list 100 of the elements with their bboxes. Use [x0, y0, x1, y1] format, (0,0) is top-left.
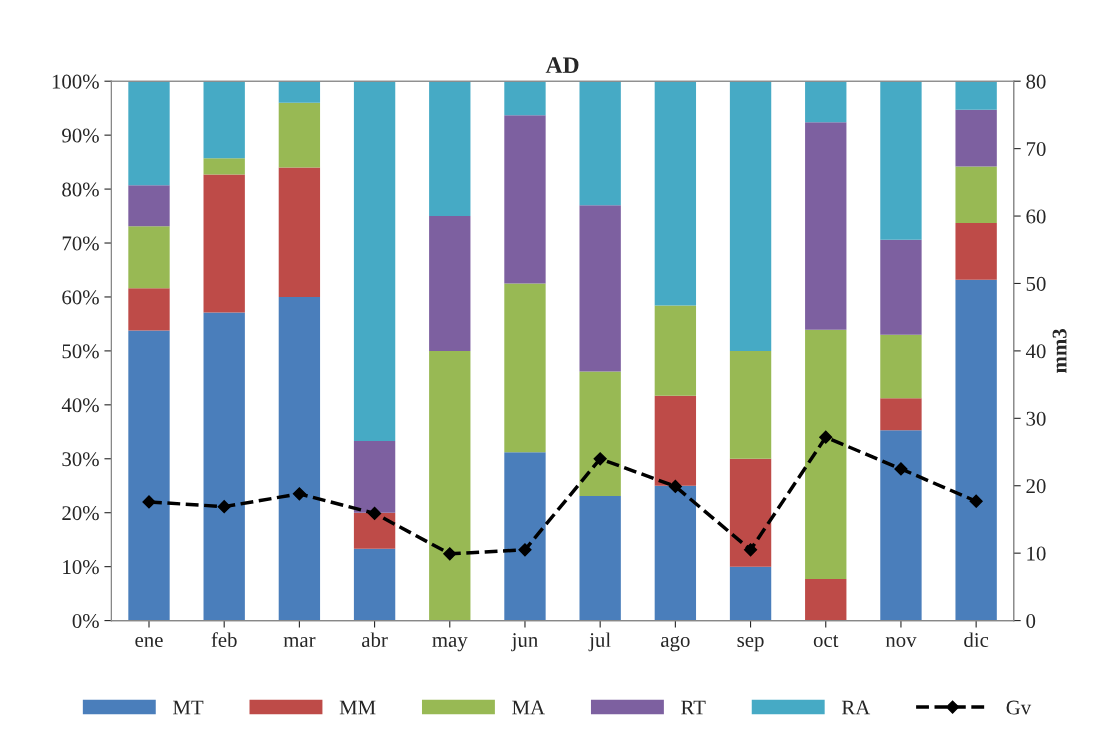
bar: [955, 166, 997, 224]
bar: [203, 158, 245, 175]
bar: [128, 288, 170, 331]
bar: [353, 548, 396, 621]
bar: [579, 205, 621, 372]
bar: [504, 283, 546, 453]
bar: [429, 216, 471, 351]
bar: [203, 174, 245, 313]
bar: [729, 566, 772, 621]
point: [894, 462, 908, 476]
y2-tick-label: 10: [1027, 546, 1046, 561]
y-tick-label: 90%: [62, 128, 99, 143]
point: [743, 543, 758, 557]
x-tick-label: feb: [211, 632, 237, 648]
point: [292, 487, 306, 501]
bar: [805, 81, 847, 123]
point: [969, 494, 983, 508]
bar: [805, 329, 847, 580]
y-tick-label: 20%: [62, 506, 99, 521]
legend-label: MA: [512, 700, 545, 715]
bar: [429, 350, 471, 621]
bar: [579, 371, 621, 496]
x-tick-label: mar: [283, 637, 316, 648]
point: [668, 479, 682, 494]
y2-tick-label: 40: [1025, 344, 1046, 359]
bar: [203, 312, 245, 621]
point: [443, 547, 457, 561]
bar: [880, 398, 922, 431]
x-tick-label: abr: [362, 632, 388, 648]
y2-tick-label: 30: [1026, 411, 1046, 426]
y-tick-label: 60%: [62, 290, 99, 305]
bar: [128, 226, 170, 289]
x-tick-label: dic: [964, 632, 989, 648]
y-tick-label: 80%: [62, 182, 99, 197]
legend-label: RA: [841, 700, 871, 715]
bar: [504, 115, 546, 284]
bar: [955, 279, 997, 621]
legend-label: MT: [173, 700, 204, 715]
bar: [278, 81, 321, 103]
point: [367, 506, 382, 520]
x-tick-label: jun: [511, 633, 538, 652]
point: [593, 452, 607, 466]
bar: [579, 495, 621, 621]
bar: [353, 512, 396, 549]
x-tick-label: ene: [135, 637, 163, 648]
y-tick-label: 70%: [62, 236, 99, 251]
bar: [955, 223, 997, 280]
bar: [429, 81, 471, 217]
point: [819, 430, 833, 444]
legend-label: RT: [681, 700, 706, 715]
bar: [729, 350, 772, 459]
y2-tick-label: 50: [1026, 276, 1046, 291]
bar: [880, 430, 922, 621]
bar: [654, 395, 697, 486]
bar: [504, 452, 546, 621]
bar: [654, 485, 697, 621]
y-tick-label: 10%: [63, 560, 99, 575]
y2-axis-title: mm3: [1052, 329, 1067, 373]
y2-tick-label: 0: [1026, 613, 1036, 629]
y2-tick-label: 20: [1026, 479, 1046, 494]
y-tick-label: 0%: [72, 613, 99, 629]
bar: [955, 109, 997, 167]
bar: [504, 81, 546, 116]
x-tick-label: may: [432, 636, 468, 652]
x-tick-label: ago: [661, 636, 690, 652]
y-tick-label: 40%: [61, 398, 99, 413]
bar: [128, 81, 170, 186]
bar: [805, 579, 847, 621]
x-tick-label: nov: [885, 637, 917, 648]
point: [518, 543, 532, 557]
y-tick-label: 50%: [62, 344, 99, 359]
bar: [955, 81, 997, 110]
bar: [729, 458, 772, 567]
bar: [278, 102, 321, 168]
chart-title: AD: [545, 57, 579, 73]
bar: [729, 81, 772, 351]
x-tick-label: oct: [813, 635, 839, 648]
x-tick-label: jul: [588, 632, 611, 652]
point: [142, 495, 156, 509]
y2-tick-label: 60: [1026, 209, 1046, 224]
bar: [353, 81, 396, 441]
bar: [353, 440, 396, 513]
legend-label: Gv: [1006, 700, 1032, 715]
bar: [579, 81, 621, 206]
y2-tick-label: 70: [1026, 142, 1046, 157]
bar: [278, 296, 321, 621]
bar: [278, 167, 321, 297]
bar: [880, 81, 922, 240]
bar: [654, 305, 697, 396]
bar: [654, 81, 697, 306]
point: [217, 500, 231, 514]
bar: [203, 81, 245, 159]
y2-tick-label: 80: [1026, 74, 1046, 89]
bar: [128, 330, 170, 621]
bar: [880, 239, 922, 335]
bar: [128, 185, 170, 227]
y-tick-label: 100%: [52, 74, 99, 89]
bar: [805, 122, 847, 330]
legend-label: MM: [339, 700, 376, 715]
x-tick-label: sep: [737, 637, 764, 652]
